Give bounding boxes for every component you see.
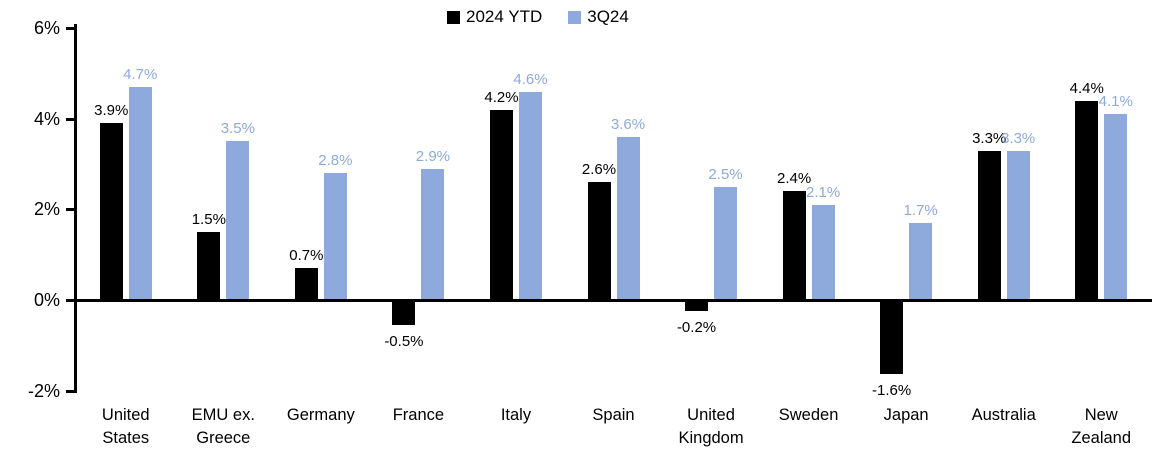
value-label-3q24-spain: 3.6% xyxy=(610,115,646,133)
value-label-3q24-japan: 1.7% xyxy=(903,201,938,219)
x-axis-category-label: Spain xyxy=(592,406,635,424)
value-label-3q24-new-zealand: 4.1% xyxy=(1098,93,1133,111)
value-label-2024-ytd-japan: -1.6% xyxy=(872,382,912,400)
bar-3q24-germany xyxy=(323,173,347,300)
x-axis-category-label: Australia xyxy=(971,406,1036,424)
bar-3q24-spain xyxy=(616,136,640,300)
bar-3q24-new-zealand xyxy=(1104,114,1128,300)
value-label-2024-ytd-united-kingdom: -0.2% xyxy=(676,319,717,337)
bar-2024-ytd-japan xyxy=(880,302,904,375)
legend-item-3q24: 3Q24 xyxy=(568,7,629,27)
legend-item-2024-ytd: 2024 YTD xyxy=(447,7,542,27)
x-axis-category-label: France xyxy=(392,406,445,424)
x-axis-category-label: United States xyxy=(101,406,150,447)
x-axis-category-label: New Zealand xyxy=(1071,406,1132,447)
bar-3q24-emu-ex-greece xyxy=(226,141,250,300)
bar-2024-ytd-united-kingdom xyxy=(685,302,709,312)
bar-2024-ytd-australia xyxy=(977,150,1001,300)
y-axis-tick-label: 0% xyxy=(33,290,60,310)
y-axis-tick-label: -2% xyxy=(27,380,60,401)
y-axis-tick-label: 2% xyxy=(33,199,60,220)
value-label-3q24-italy: 4.6% xyxy=(513,70,548,88)
bar-3q24-united-kingdom xyxy=(714,186,738,300)
bar-2024-ytd-italy xyxy=(489,109,513,300)
value-label-3q24-united-kingdom: 2.5% xyxy=(708,165,743,183)
x-axis-line xyxy=(74,299,1152,302)
x-axis-category-label: Italy xyxy=(500,406,532,424)
bar-3q24-italy xyxy=(518,91,542,300)
value-label-3q24-australia: 3.3% xyxy=(1001,129,1036,147)
y-axis-tick xyxy=(66,299,77,302)
bar-3q24-united-states xyxy=(128,87,152,300)
bar-2024-ytd-united-states xyxy=(99,123,123,300)
bar-2024-ytd-sweden xyxy=(782,191,806,300)
y-axis-tick xyxy=(66,27,77,31)
value-label-2024-ytd-australia: 3.3% xyxy=(972,129,1007,147)
bar-2024-ytd-spain xyxy=(587,182,611,300)
value-label-2024-ytd-france: -0.5% xyxy=(384,332,424,350)
bar-3q24-france xyxy=(421,168,445,300)
value-label-2024-ytd-sweden: 2.4% xyxy=(776,170,812,188)
x-axis-category-label: EMU ex. Greece xyxy=(191,406,255,447)
x-axis-category-label: United Kingdom xyxy=(678,406,744,447)
bar-2024-ytd-new-zealand xyxy=(1075,100,1099,300)
value-label-2024-ytd-united-states: 3.9% xyxy=(94,102,129,120)
bar-3q24-australia xyxy=(1006,150,1030,300)
value-label-3q24-sweden: 2.1% xyxy=(805,183,841,201)
y-axis-tick-label: 4% xyxy=(33,108,60,129)
value-label-2024-ytd-germany: 0.7% xyxy=(289,247,324,265)
y-axis-tick-label: 6% xyxy=(33,18,60,39)
x-axis-category-label: Germany xyxy=(286,406,355,424)
legend-swatch-3q24 xyxy=(568,10,582,24)
bar-3q24-sweden xyxy=(811,204,835,300)
bar-2024-ytd-germany xyxy=(294,268,318,300)
y-axis-line xyxy=(74,24,77,392)
legend-swatch-2024-ytd xyxy=(447,10,460,24)
x-axis-category-label: Japan xyxy=(883,406,929,424)
value-label-2024-ytd-spain: 2.6% xyxy=(581,161,617,179)
x-axis-category-label: Sweden xyxy=(778,406,839,424)
y-axis-tick xyxy=(66,389,77,393)
value-label-3q24-germany: 2.8% xyxy=(318,152,353,170)
value-label-3q24-emu-ex-greece: 3.5% xyxy=(220,120,255,138)
legend-label: 3Q24 xyxy=(587,7,629,26)
value-label-3q24-united-states: 4.7% xyxy=(123,66,158,84)
y-axis-tick xyxy=(66,208,77,212)
y-axis-tick xyxy=(66,117,77,121)
legend-label: 2024 YTD xyxy=(466,7,543,26)
value-label-2024-ytd-emu-ex-greece: 1.5% xyxy=(191,211,226,229)
value-label-2024-ytd-new-zealand: 4.4% xyxy=(1069,79,1104,97)
value-label-2024-ytd-italy: 4.2% xyxy=(484,88,519,106)
bar-3q24-japan xyxy=(909,222,933,300)
chart-legend: 2024 YTD 3Q24 xyxy=(447,7,629,27)
bar-2024-ytd-emu-ex-greece xyxy=(197,232,221,300)
bar-2024-ytd-france xyxy=(392,302,416,325)
value-label-3q24-france: 2.9% xyxy=(415,147,451,165)
